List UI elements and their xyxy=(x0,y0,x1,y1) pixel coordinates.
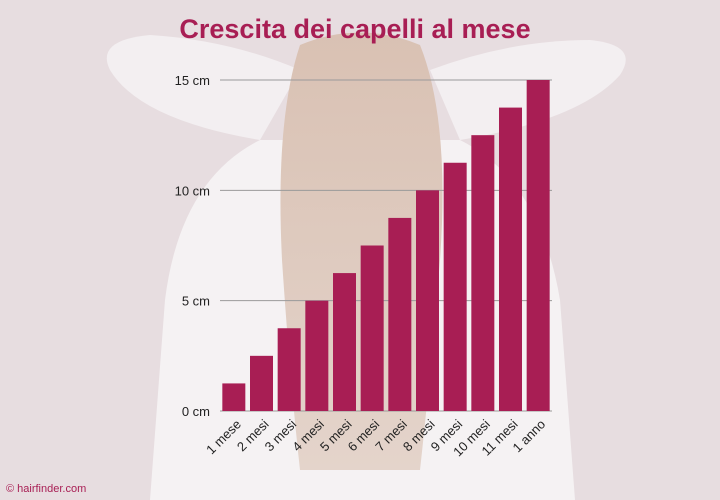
y-tick-label: 15 cm xyxy=(175,73,210,88)
gridlines xyxy=(220,79,552,412)
bar xyxy=(471,135,495,411)
bar xyxy=(360,245,384,411)
copyright-credit: © hairfinder.com xyxy=(6,483,87,495)
y-tick-label: 5 cm xyxy=(182,294,210,309)
y-tick-label: 10 cm xyxy=(175,183,210,198)
bar xyxy=(222,383,246,411)
bar xyxy=(443,162,467,411)
chart-title: Crescita dei capelli al mese xyxy=(179,14,531,44)
bar xyxy=(250,355,273,411)
bar xyxy=(305,300,329,411)
y-axis-ticks: 0 cm 5 cm 10 cm 15 cm xyxy=(175,73,210,419)
bar xyxy=(277,328,301,411)
bar xyxy=(526,80,550,411)
bars xyxy=(222,80,550,411)
x-tick-label: 1 mese xyxy=(203,417,244,458)
bar xyxy=(416,190,439,411)
y-tick-label: 0 cm xyxy=(182,404,210,419)
bar xyxy=(333,273,356,411)
bar xyxy=(388,217,412,411)
bar xyxy=(499,107,522,411)
